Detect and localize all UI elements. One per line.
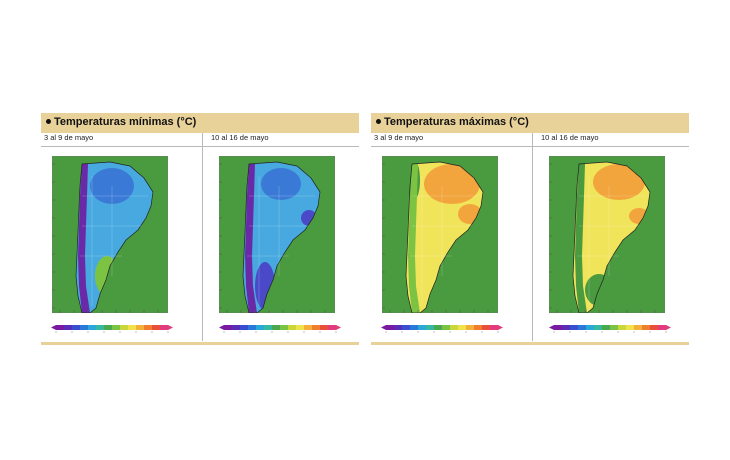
colorbar-swatch — [136, 325, 145, 330]
colorbar-swatch — [160, 325, 169, 330]
colorbar-swatch — [144, 325, 153, 330]
colorbar-swatch — [618, 325, 627, 330]
colorbar-swatch — [402, 325, 411, 330]
colorbar-swatch — [562, 325, 571, 330]
colorbar-swatch — [264, 325, 273, 330]
colorbar-swatch — [602, 325, 611, 330]
colorbar-swatch — [482, 325, 491, 330]
map-max-week-2 — [549, 156, 665, 313]
colorbar-swatch — [88, 325, 97, 330]
bottom-rule — [41, 342, 359, 345]
colorbar-swatch — [120, 325, 129, 330]
colorbar-min-week-2 — [218, 323, 342, 337]
bullet-icon — [46, 119, 51, 124]
colorbar-max-week-1 — [380, 323, 504, 337]
panel-title: Temperaturas máximas (°C) — [384, 116, 529, 128]
colorbar-swatch — [72, 325, 81, 330]
column-divider — [532, 133, 533, 341]
colorbar-swatch — [56, 325, 65, 330]
colorbar-swatch — [610, 325, 619, 330]
colorbar-swatch — [474, 325, 483, 330]
colorbar-swatch — [64, 325, 73, 330]
colorbar-swatch — [642, 325, 651, 330]
colorbar-swatch — [650, 325, 659, 330]
colorbar-swatch — [626, 325, 635, 330]
panel-header: Temperaturas mínimas (°C) — [41, 113, 359, 133]
panel-temperaturas-maximas: Temperaturas máximas (°C) 3 al 9 de mayo… — [371, 113, 689, 347]
panel-header: Temperaturas máximas (°C) — [371, 113, 689, 133]
bullet-icon — [376, 119, 381, 124]
map-label-week-2: 10 al 16 de mayo — [211, 133, 269, 142]
colorbar-swatch — [434, 325, 443, 330]
colorbar-swatch — [586, 325, 595, 330]
colorbar-swatch — [466, 325, 475, 330]
map-label-week-2: 10 al 16 de mayo — [541, 133, 599, 142]
colorbar-swatch — [554, 325, 563, 330]
colorbar-swatch — [490, 325, 499, 330]
colorbar-swatch — [578, 325, 587, 330]
colorbar-swatch — [288, 325, 297, 330]
colorbar-swatch — [104, 325, 113, 330]
colorbar-max-week-2 — [548, 323, 672, 337]
colorbar-swatch — [426, 325, 435, 330]
colorbar-swatch — [240, 325, 249, 330]
colorbar-swatch — [304, 325, 313, 330]
colorbar-swatch — [458, 325, 467, 330]
colorbar-swatch — [328, 325, 337, 330]
column-divider — [202, 133, 203, 341]
panel-temperaturas-minimas: Temperaturas mínimas (°C) 3 al 9 de mayo… — [41, 113, 359, 347]
colorbar-swatch — [418, 325, 427, 330]
colorbar-swatch — [450, 325, 459, 330]
colorbar-swatch — [386, 325, 395, 330]
colorbar-swatch — [594, 325, 603, 330]
colorbar-swatch — [232, 325, 241, 330]
colorbar-swatch — [442, 325, 451, 330]
colorbar-swatch — [128, 325, 137, 330]
map-min-week-2 — [219, 156, 335, 313]
map-label-week-1: 3 al 9 de mayo — [44, 133, 94, 142]
map-max-week-1 — [382, 156, 498, 313]
colorbar-swatch — [658, 325, 667, 330]
map-min-week-1 — [52, 156, 168, 313]
colorbar-swatch — [312, 325, 321, 330]
colorbar-swatch — [296, 325, 305, 330]
colorbar-min-week-1 — [50, 323, 174, 337]
divider-line — [41, 146, 359, 147]
colorbar-swatch — [320, 325, 329, 330]
bottom-rule — [371, 342, 689, 345]
colorbar-swatch — [96, 325, 105, 330]
divider-line — [371, 146, 689, 147]
colorbar-swatch — [634, 325, 643, 330]
colorbar-swatch — [394, 325, 403, 330]
colorbar-swatch — [410, 325, 419, 330]
colorbar-swatch — [152, 325, 161, 330]
colorbar-swatch — [248, 325, 257, 330]
colorbar-swatch — [256, 325, 265, 330]
colorbar-swatch — [80, 325, 89, 330]
colorbar-swatch — [272, 325, 281, 330]
colorbar-swatch — [280, 325, 289, 330]
map-label-week-1: 3 al 9 de mayo — [374, 133, 424, 142]
colorbar-swatch — [112, 325, 121, 330]
colorbar-swatch — [224, 325, 233, 330]
colorbar-swatch — [570, 325, 579, 330]
panel-title: Temperaturas mínimas (°C) — [54, 116, 197, 128]
